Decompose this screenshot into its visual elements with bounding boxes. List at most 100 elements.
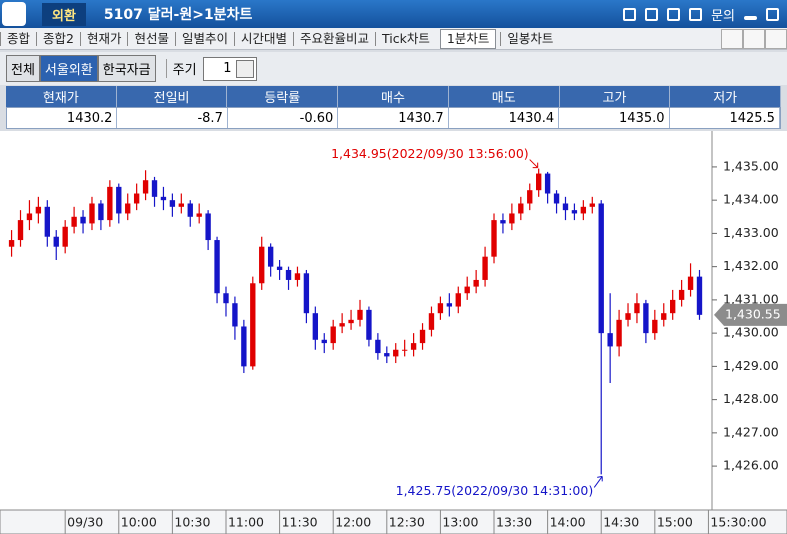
tab[interactable]: 현선물: [127, 31, 175, 46]
tab-prev[interactable]: [721, 28, 743, 49]
tab[interactable]: 일봉차트: [500, 31, 559, 46]
quote-header-cell: 등락률: [227, 86, 339, 107]
icon-button[interactable]: [623, 7, 637, 21]
quote-values: 1430.2 -8.7 -0.60 1430.7 1430.4 1435.0 1425.5: [6, 107, 781, 129]
maximize-button[interactable]: [766, 7, 779, 21]
candle-body: [187, 203, 193, 217]
candle-body: [678, 289, 685, 300]
candle-body: [652, 319, 658, 334]
quote-value-cell: -8.7: [117, 108, 228, 128]
y-tick-label: 1,432.00: [723, 258, 779, 273]
y-tick-label: 1,435.00: [723, 158, 779, 173]
icon-button[interactable]: [689, 7, 703, 21]
current-price-label: 1,430.55: [725, 306, 781, 321]
icon-button[interactable]: [645, 7, 659, 21]
candle-body: [223, 293, 229, 304]
tab[interactable]: 현재가: [79, 31, 128, 46]
tab[interactable]: Tick차트: [375, 31, 436, 46]
candle-body: [687, 276, 694, 290]
candle-body: [428, 313, 435, 330]
tab[interactable]: 주요환율비교: [293, 31, 375, 46]
candle-body: [482, 256, 488, 280]
candle-body: [285, 269, 292, 280]
candle-body: [276, 266, 283, 270]
period-spinner[interactable]: [235, 59, 254, 78]
candle-body: [473, 279, 479, 287]
x-tick-label: 12:30: [389, 515, 425, 530]
current-price-tag: [714, 303, 787, 326]
app-logo: [2, 2, 26, 26]
x-tick-label: 11:30: [282, 515, 318, 530]
y-tick-label: 1,433.00: [723, 225, 779, 240]
market-button[interactable]: 한국자금: [97, 55, 156, 82]
tab[interactable]: 종합2: [36, 31, 80, 46]
tab[interactable]: 1분차트: [439, 28, 497, 49]
period-input[interactable]: 1: [202, 56, 257, 81]
candle-body: [446, 303, 453, 307]
candle-body: [643, 303, 649, 334]
candle-body: [598, 203, 604, 334]
candle-body: [53, 236, 59, 247]
chart: 1,426.00 1,427.00 1,428.00 1,429.00 1,430.00…: [0, 131, 787, 534]
candle-body: [661, 313, 667, 320]
screen-badge: 외환: [42, 2, 86, 26]
quote-header-cell: 매도: [449, 86, 560, 107]
tab-add[interactable]: [765, 28, 787, 49]
quote-value-cell: 1430.4: [449, 108, 560, 128]
time-axis: [0, 509, 787, 534]
candle-body: [464, 286, 470, 294]
candle-body: [303, 273, 310, 314]
candle-body: [259, 246, 265, 284]
help-button[interactable]: 문의: [711, 8, 735, 24]
candle-body: [384, 353, 390, 357]
x-tick-label: 14:00: [550, 515, 586, 530]
candle-body: [151, 180, 158, 197]
icon-button[interactable]: [667, 7, 681, 21]
market-button[interactable]: 서울외환: [39, 55, 98, 82]
candle-body: [366, 309, 372, 340]
x-tick-label: 10:00: [121, 515, 157, 530]
candle-body: [544, 173, 551, 194]
candle-body: [616, 319, 622, 347]
tab[interactable]: 종합: [0, 31, 36, 46]
candle-body: [634, 303, 640, 314]
candle-body: [35, 206, 42, 214]
high-annotation: 1,434.95(2022/09/30 13:56:00): [331, 146, 529, 161]
quote-header: 현재가 전일비 등락률 매수 매도 고가 저가: [6, 86, 782, 107]
tab[interactable]: 일별추이: [175, 31, 234, 46]
candle-body: [500, 220, 506, 224]
candle-body: [419, 329, 426, 344]
candle-body: [241, 326, 247, 367]
candle-body: [71, 216, 77, 227]
x-tick-label: 13:30: [496, 515, 532, 530]
y-tick-label: 1,430.00: [723, 325, 779, 340]
x-tick-label: 14:30: [603, 515, 639, 530]
x-tick-label: 12:00: [335, 515, 371, 530]
candle-body: [169, 200, 176, 207]
y-tick-label: 1,431.00: [723, 291, 779, 306]
candle-body: [330, 326, 336, 344]
x-tick-label: 13:00: [442, 515, 478, 530]
quote-value-cell: 1430.7: [338, 108, 449, 128]
candle-body: [214, 240, 220, 294]
candle-body: [571, 210, 578, 214]
candle-body: [294, 273, 301, 280]
candle-body: [607, 333, 613, 347]
market-button[interactable]: 전체: [6, 55, 40, 82]
y-tick-label: 1,428.00: [723, 391, 779, 406]
candle-body: [696, 276, 703, 315]
candle-body: [125, 203, 131, 214]
candle-body: [116, 186, 122, 214]
tab-next[interactable]: [743, 28, 765, 49]
candle-body: [62, 226, 68, 247]
tab[interactable]: 시간대별: [234, 31, 293, 46]
candle-body: [455, 293, 461, 307]
candle-body: [518, 203, 524, 214]
candle-body: [8, 240, 15, 247]
candle-body: [178, 203, 184, 207]
candle-body: [562, 203, 569, 211]
quote-header-cell: 매수: [338, 86, 449, 107]
high-arrow: [529, 159, 539, 169]
minimize-button[interactable]: [744, 16, 757, 20]
period-value: 1: [223, 61, 232, 76]
